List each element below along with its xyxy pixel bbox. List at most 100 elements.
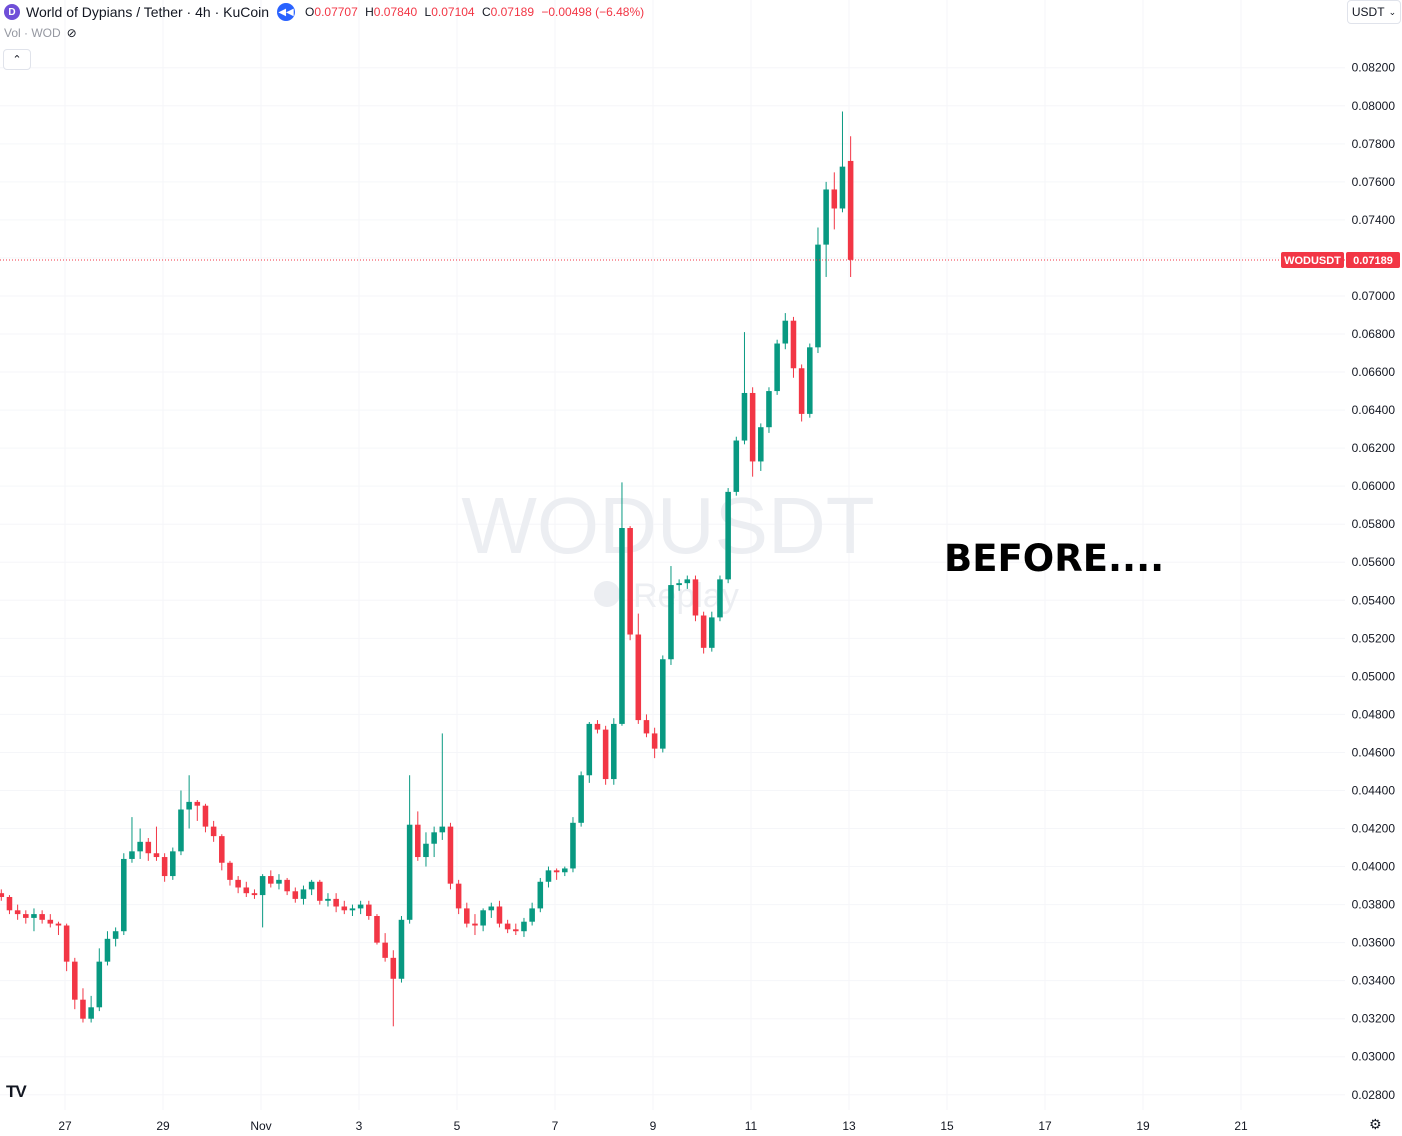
open-value: 0.07707 xyxy=(314,5,358,19)
candle-up xyxy=(96,961,103,1008)
price-tick-label: 0.06200 xyxy=(1352,441,1396,455)
candle-up xyxy=(741,392,748,441)
candle-down xyxy=(194,801,201,806)
candle-down xyxy=(847,160,854,260)
candle-up xyxy=(431,832,437,844)
candle-down xyxy=(749,392,756,462)
candle-down xyxy=(227,862,233,880)
candle-up xyxy=(807,347,813,414)
candle-up xyxy=(725,491,731,580)
candle-down xyxy=(627,528,633,635)
time-tick-label: 13 xyxy=(842,1119,856,1133)
candle-up xyxy=(562,868,568,873)
candle-up xyxy=(774,343,780,392)
candle-up xyxy=(137,841,143,852)
candle-up xyxy=(129,851,135,859)
candle-up xyxy=(178,809,184,852)
candle-down xyxy=(47,919,54,924)
time-tick-label: 15 xyxy=(940,1119,954,1133)
candle-down xyxy=(0,893,5,897)
candle-down xyxy=(472,923,478,926)
candles-layer xyxy=(0,111,854,1027)
candle-up xyxy=(276,879,282,884)
low-value: 0.07104 xyxy=(431,5,475,19)
candle-down xyxy=(14,910,21,915)
candle-down xyxy=(700,615,707,648)
time-tick-label: 17 xyxy=(1038,1119,1052,1133)
candle-up xyxy=(537,881,544,909)
candle-down xyxy=(72,961,78,1000)
candle-down xyxy=(268,876,274,884)
candle-up xyxy=(782,320,789,344)
eye-off-icon[interactable]: ⊘ xyxy=(66,26,77,40)
currency-label: USDT xyxy=(1351,5,1385,19)
candle-up xyxy=(619,528,625,724)
volume-label: Vol · WOD xyxy=(4,26,61,40)
candle-down xyxy=(23,914,29,918)
time-tick-label: 11 xyxy=(745,1119,758,1133)
candle-up xyxy=(31,914,37,918)
candle-down xyxy=(210,826,217,837)
time-tick-label: 7 xyxy=(552,1119,559,1133)
chevron-down-icon: ⌄ xyxy=(1388,6,1397,17)
candle-down xyxy=(553,870,560,873)
price-tick-label: 0.03200 xyxy=(1352,1012,1396,1026)
price-tick-label: 0.04800 xyxy=(1352,707,1396,721)
candle-down xyxy=(415,824,421,858)
close-value: 0.07189 xyxy=(490,5,535,19)
tradingview-logo-icon[interactable]: TV xyxy=(6,1082,27,1101)
price-tick-label: 0.07800 xyxy=(1352,137,1396,151)
candle-up xyxy=(170,851,176,877)
candle-up xyxy=(733,440,740,492)
currency-select[interactable]: USDT ⌄ xyxy=(1347,0,1401,24)
candle-up xyxy=(839,166,846,209)
candle-down xyxy=(235,879,241,888)
price-label-symbol: WODUSDT xyxy=(1284,255,1341,267)
candle-down xyxy=(651,733,658,749)
candle-down xyxy=(455,883,462,909)
rewind-icon[interactable]: ◀◀ xyxy=(277,3,296,21)
candle-down xyxy=(243,887,250,894)
candle-up xyxy=(104,938,111,962)
price-tick-label: 0.05800 xyxy=(1352,517,1396,531)
time-tick-label: 19 xyxy=(1136,1119,1150,1133)
candle-down xyxy=(80,999,86,1019)
price-tick-label: 0.03800 xyxy=(1352,898,1396,912)
candle-up xyxy=(300,889,307,899)
candle-up xyxy=(121,858,127,932)
ohlc-readout: O0.07707 H0.07840 L0.07104 C0.07189 −0.0… xyxy=(305,5,645,19)
candle-down xyxy=(447,826,454,884)
watermark-symbol: WODUSDT xyxy=(461,481,874,570)
candle-down xyxy=(333,898,339,907)
candle-down xyxy=(39,914,45,920)
volume-legend[interactable]: Vol · WOD ⊘ xyxy=(4,26,77,40)
time-tick-label: 9 xyxy=(650,1119,657,1133)
gear-icon[interactable]: ⚙ xyxy=(1369,1116,1382,1132)
candle-up xyxy=(357,904,364,909)
candle-down xyxy=(161,857,168,877)
time-tick-label: 3 xyxy=(356,1119,363,1133)
price-tick-label: 0.04400 xyxy=(1352,783,1396,797)
price-tick-label: 0.04000 xyxy=(1352,860,1396,874)
candle-down xyxy=(643,720,650,734)
symbol-title[interactable]: World of Dypians / Tether · 4h · KuCoin xyxy=(26,4,270,20)
candle-down xyxy=(374,916,380,943)
price-tick-label: 0.03600 xyxy=(1352,936,1396,950)
coin-logo-icon: D xyxy=(4,4,20,20)
watermark: WODUSDT Replay xyxy=(461,481,874,615)
price-tick-label: 0.07000 xyxy=(1352,289,1396,303)
price-label-value: 0.07189 xyxy=(1353,255,1393,267)
candle-up xyxy=(766,391,772,428)
price-tick-label: 0.04200 xyxy=(1352,822,1396,836)
time-tick-label: 27 xyxy=(58,1119,72,1133)
price-tick-label: 0.03400 xyxy=(1352,974,1396,988)
price-tick-label: 0.06800 xyxy=(1352,327,1396,341)
candle-down xyxy=(145,841,152,854)
candle-down xyxy=(341,906,348,911)
chevron-up-icon[interactable]: ⌃ xyxy=(3,49,31,70)
price-tick-label: 0.06600 xyxy=(1352,365,1396,379)
candle-down xyxy=(464,908,470,924)
price-tick-label: 0.05200 xyxy=(1352,631,1396,645)
price-label: WODUSDT 0.07189 xyxy=(1281,252,1400,269)
